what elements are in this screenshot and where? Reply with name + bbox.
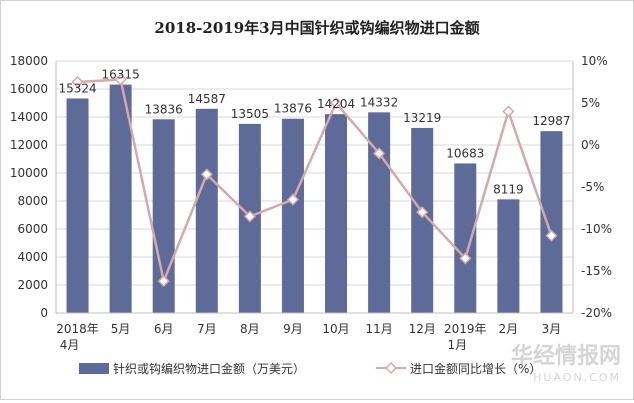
bar-value-label: 16315 — [102, 68, 140, 82]
growth-point — [545, 229, 558, 242]
legend-line-marker — [384, 361, 398, 375]
growth-point — [71, 75, 84, 89]
bar-value-label: 14332 — [360, 95, 398, 109]
x-tick-label: 9月 — [283, 322, 303, 336]
axes: 0 2000 4000 6000 8000 10000 12000 14000 16000 180… — [10, 54, 612, 352]
bar — [66, 98, 89, 314]
y-right-tick-label: 0% — [581, 138, 600, 152]
bar-value-label: 10683 — [446, 146, 484, 160]
growth-point — [416, 206, 429, 219]
data-labels: 15324 16315 13836 14587 13505 13876 14204 14332… — [58, 68, 570, 197]
y-left-tick-label: 0 — [40, 306, 48, 320]
x-tick-label: 10月 — [322, 322, 349, 336]
legend: 针织或钩编织物进口金额（万美元） 进口金额同比增长（%） — [79, 361, 541, 376]
bar-value-label: 13505 — [231, 107, 269, 121]
y-left-tick-label: 8000 — [17, 194, 48, 208]
x-tick-label: 12月 — [409, 322, 436, 336]
y-right-tick-label: -5% — [581, 180, 604, 194]
x-tick-label: 4月 — [60, 338, 80, 352]
y-right-tick-label: -15% — [581, 264, 612, 278]
line-series — [71, 73, 558, 288]
growth-point — [373, 147, 386, 160]
growth-point — [114, 73, 127, 86]
bar — [411, 127, 434, 314]
y-left-tick-label: 18000 — [10, 54, 48, 68]
gridlines — [56, 60, 573, 314]
bar-value-label: 12987 — [532, 114, 570, 128]
watermark-text: 华经情报网 — [511, 343, 621, 369]
growth-point — [459, 252, 472, 265]
bar-value-label: 15324 — [58, 81, 96, 95]
bar — [281, 118, 304, 314]
x-tick-label: 6月 — [154, 322, 174, 336]
chart-title: 2018-2019年3月中国针织或钩编织物进口金额 — [154, 19, 479, 37]
y-left-tick-label: 12000 — [10, 138, 48, 152]
bar-value-label: 8119 — [493, 182, 524, 196]
bar-value-label: 13836 — [145, 102, 183, 116]
bar — [325, 114, 348, 313]
growth-point — [502, 105, 515, 118]
bar-value-label: 14204 — [317, 97, 355, 111]
bar-series — [66, 84, 563, 314]
x-tick-label: 2月 — [499, 322, 519, 336]
x-tick-label: 11月 — [365, 322, 392, 336]
y-right-tick-label: -20% — [581, 306, 612, 320]
growth-point — [329, 96, 343, 110]
x-tick-label: 2019年 — [444, 322, 487, 336]
bar-value-label: 13219 — [403, 111, 441, 125]
y-left-tick-label: 14000 — [10, 110, 48, 124]
bar — [368, 112, 391, 314]
bar — [195, 108, 218, 313]
bar — [497, 199, 520, 313]
x-tick-label: 1月 — [447, 338, 467, 352]
y-right-tick-label: 10% — [581, 54, 608, 68]
growth-point — [157, 275, 170, 288]
bar — [109, 84, 132, 313]
y-left-tick-label: 6000 — [17, 222, 48, 236]
y-left-tick-label: 2000 — [17, 278, 48, 292]
y-right-tick-label: 5% — [581, 96, 600, 110]
y-left-tick-label: 10000 — [10, 166, 48, 180]
bar-value-label: 13876 — [274, 102, 312, 116]
x-tick-label: 7月 — [197, 322, 217, 336]
growth-point — [200, 168, 213, 181]
y-left-tick-label: 16000 — [10, 82, 48, 96]
legend-bar-label: 针织或钩编织物进口金额（万美元） — [113, 361, 305, 376]
y-right-tick-label: -10% — [581, 222, 612, 236]
bar — [454, 163, 477, 313]
watermark-subtext: HUAON.COM — [533, 371, 621, 384]
x-tick-label: 8月 — [240, 322, 260, 336]
x-tick-label: 3月 — [542, 322, 562, 336]
growth-point — [243, 210, 256, 223]
bar — [540, 131, 563, 313]
growth-line — [77, 78, 553, 283]
x-tick-label: 5月 — [111, 322, 131, 336]
legend-line-label: 进口金额同比增长（%） — [410, 361, 541, 376]
legend-bar-swatch — [79, 363, 109, 374]
x-tick-label: 2018年 — [56, 322, 99, 336]
watermark: 华经情报网 HUAON.COM — [511, 343, 621, 384]
growth-point — [286, 193, 300, 206]
y-left-tick-label: 4000 — [17, 250, 48, 264]
bar-value-label: 14587 — [188, 92, 226, 106]
